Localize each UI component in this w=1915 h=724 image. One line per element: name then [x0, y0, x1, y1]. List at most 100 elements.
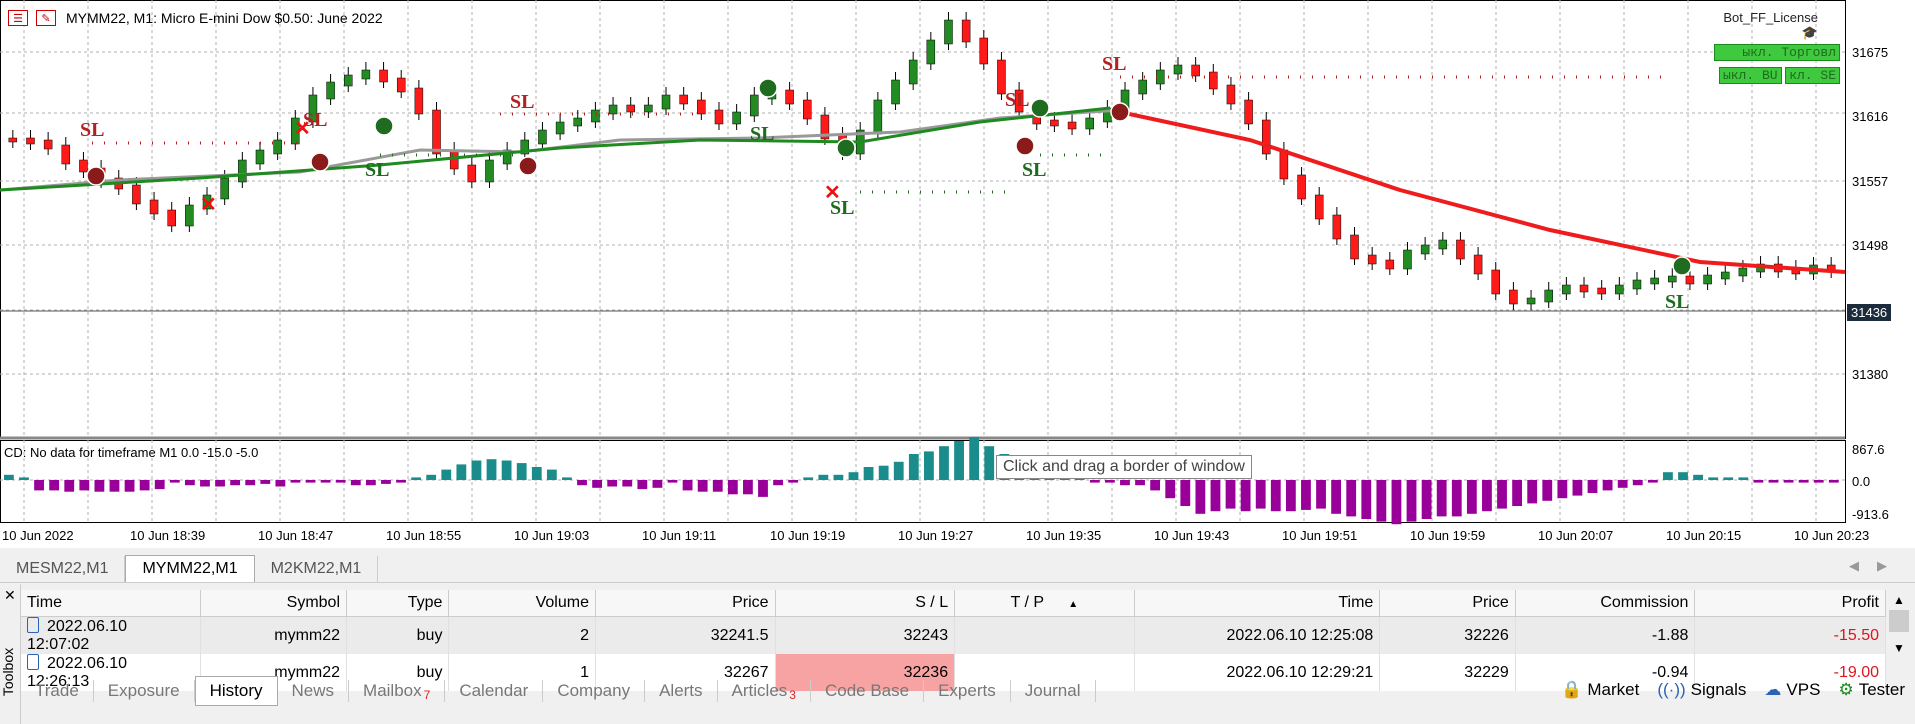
candle-body: [908, 59, 918, 85]
tab-mymm22[interactable]: MYMM22,M1: [125, 555, 255, 582]
osc-bar: [79, 480, 90, 491]
toolbox-sidebar: ✕ Toolbox: [0, 584, 21, 724]
col-volume[interactable]: Volume: [448, 590, 596, 617]
trade-marker: [86, 166, 106, 186]
col-type[interactable]: Type: [346, 590, 450, 617]
col-time[interactable]: Time: [21, 590, 201, 617]
candle-body: [820, 114, 830, 140]
sl-label: SL: [365, 159, 389, 181]
candle-body: [785, 89, 794, 105]
osc-bar: [1180, 480, 1191, 506]
osc-bar: [1497, 480, 1507, 509]
market-link[interactable]: 🔒 Market: [1561, 680, 1640, 699]
candle-body: [1350, 234, 1359, 260]
tooltip: Click and drag a border of window: [996, 455, 1252, 479]
col-price[interactable]: Price: [595, 590, 776, 617]
time-label: 10 Jun 20:15: [1666, 528, 1741, 543]
osc-bar: [139, 480, 150, 491]
tab-trade[interactable]: Trade: [21, 680, 94, 702]
signals-link[interactable]: ((·)) Signals: [1657, 680, 1747, 699]
time-label: 10 Jun 19:51: [1282, 528, 1357, 543]
col-symbol[interactable]: Symbol: [200, 590, 348, 617]
chart-list-icon[interactable]: ☰: [8, 10, 28, 26]
candle-body: [1138, 79, 1147, 95]
osc-bar: [245, 480, 256, 486]
bot-panel: Bot_FF_License 🎓 ыкл. Торговл ыкл. BU кл…: [1705, 10, 1840, 87]
osc-scale-label: 867.6: [1852, 442, 1885, 457]
col-profit[interactable]: Profit: [1694, 590, 1886, 617]
tab-history[interactable]: History: [194, 676, 278, 706]
chart-grid: [0, 0, 1846, 523]
tab-exposure[interactable]: Exposure: [94, 680, 195, 702]
col-sl[interactable]: S / L: [775, 590, 956, 617]
deal-icon: [27, 654, 39, 670]
candle-body: [8, 137, 18, 143]
oscillator-bars: [4, 437, 1839, 525]
table-row[interactable]: 2022.06.10 12:07:02 mymm22 buy 2 32241.5…: [21, 616, 1886, 654]
osc-bar: [954, 441, 964, 480]
candle-body: [361, 69, 371, 80]
osc-bar: [833, 474, 844, 480]
bot-bu-button[interactable]: ыкл. BU: [1718, 67, 1782, 84]
trade-marker: [518, 156, 538, 176]
osc-bar: [1285, 480, 1296, 512]
trade-marker: [1030, 98, 1050, 118]
osc-bar: [64, 480, 75, 492]
bot-trading-toggle-button[interactable]: ыкл. Торговл: [1714, 44, 1840, 61]
tab-news[interactable]: News: [278, 680, 350, 702]
tab-mailbox[interactable]: Mailbox 7: [349, 680, 446, 702]
osc-bar: [1723, 477, 1734, 480]
osc-bar: [667, 480, 678, 483]
tab-articles[interactable]: Articles 3: [718, 680, 811, 702]
osc-bar: [441, 469, 452, 480]
osc-bar: [1301, 480, 1311, 510]
vps-link[interactable]: ☁ VPS: [1764, 680, 1821, 699]
osc-bar: [1346, 480, 1357, 517]
col-close-price[interactable]: Price: [1379, 590, 1516, 617]
tab-calendar[interactable]: Calendar: [445, 680, 544, 702]
bag-icon: 🔒: [1561, 680, 1583, 699]
bot-sell-button[interactable]: кл. SE: [1785, 67, 1840, 84]
tab-experts[interactable]: Experts: [924, 680, 1011, 702]
sl-label: SL: [303, 109, 327, 131]
candle-body: [1685, 275, 1695, 285]
chart-window[interactable]: SL SL SL SL SL SL SL SL SL SL ✕ ✕ ✕ 31675 31616 31557 3…: [0, 0, 1915, 548]
osc-bar: [1451, 480, 1462, 517]
osc-bar: [803, 477, 814, 480]
col-tp[interactable]: T / P ▲: [954, 590, 1135, 617]
tab-scroll-arrows[interactable]: ◀▶: [1849, 558, 1905, 573]
osc-bar: [984, 446, 995, 480]
tab-alerts[interactable]: Alerts: [645, 680, 718, 702]
candle-body: [750, 94, 759, 117]
tab-mesm22[interactable]: MESM22,M1: [0, 556, 126, 582]
osc-bar: [1587, 480, 1598, 493]
tab-company[interactable]: Company: [543, 680, 646, 702]
sl-label: SL: [510, 91, 534, 113]
candle-body: [1473, 254, 1483, 275]
tab-m2km22[interactable]: M2KM22,M1: [255, 556, 379, 582]
tab-journal[interactable]: Journal: [1011, 680, 1096, 702]
svg-text:▲: ▲: [1893, 593, 1905, 607]
osc-bar: [1512, 480, 1522, 506]
osc-bar: [622, 480, 633, 487]
table-scrollbar[interactable]: ▲ ▼: [1887, 590, 1911, 660]
candle-body: [255, 149, 265, 165]
candle-body: [1085, 117, 1094, 130]
osc-bar: [169, 480, 180, 483]
osc-bar: [200, 480, 210, 487]
candle-body: [1209, 71, 1218, 90]
tab-code-base[interactable]: Code Base: [811, 680, 925, 702]
ma-green-line: [0, 106, 1111, 192]
col-commission[interactable]: Commission: [1515, 590, 1696, 617]
close-cross: ✕: [200, 194, 217, 216]
tester-link[interactable]: ⚙ Tester: [1838, 680, 1905, 699]
osc-bar: [275, 480, 286, 487]
close-icon[interactable]: ✕: [4, 587, 16, 603]
table-row[interactable]: 2022.06.10 12:26:13 mymm22 buy 1 32267 3…: [21, 654, 1886, 691]
sort-up-icon: ▲: [1068, 599, 1079, 610]
osc-bar: [1165, 480, 1176, 499]
chart-properties-icon[interactable]: ✎: [36, 10, 56, 26]
col-close-time[interactable]: Time: [1134, 590, 1381, 617]
